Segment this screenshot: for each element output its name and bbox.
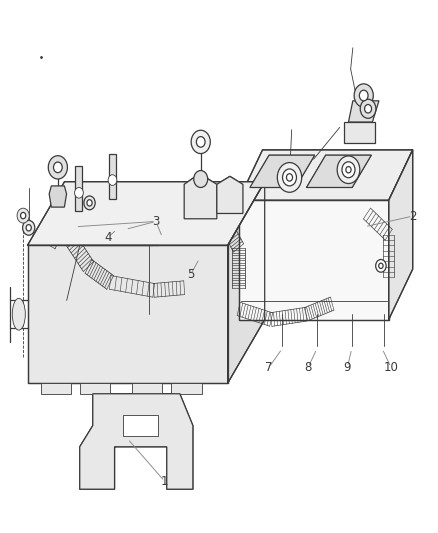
Polygon shape: [49, 186, 67, 207]
Circle shape: [21, 213, 26, 219]
Circle shape: [191, 130, 210, 154]
Circle shape: [74, 188, 83, 198]
Circle shape: [194, 171, 208, 188]
Polygon shape: [41, 383, 71, 394]
Circle shape: [364, 104, 371, 113]
Text: 8: 8: [304, 361, 312, 374]
Circle shape: [84, 196, 95, 210]
Text: 10: 10: [384, 361, 398, 374]
Text: 1: 1: [161, 475, 168, 488]
Text: 3: 3: [152, 215, 159, 228]
Polygon shape: [80, 394, 193, 489]
Polygon shape: [75, 166, 82, 212]
Polygon shape: [184, 174, 217, 219]
Circle shape: [379, 263, 383, 269]
Circle shape: [376, 260, 386, 272]
Circle shape: [26, 224, 31, 231]
Circle shape: [277, 163, 302, 192]
Circle shape: [359, 90, 368, 101]
Circle shape: [17, 208, 29, 223]
Polygon shape: [171, 383, 201, 394]
Polygon shape: [80, 383, 110, 394]
Text: 2: 2: [409, 209, 417, 223]
Polygon shape: [28, 245, 228, 383]
Polygon shape: [389, 150, 413, 319]
Text: 5: 5: [187, 268, 194, 281]
Circle shape: [48, 156, 67, 179]
Circle shape: [23, 220, 35, 235]
Circle shape: [87, 200, 92, 206]
Circle shape: [337, 156, 360, 183]
Text: 9: 9: [344, 361, 351, 374]
Polygon shape: [228, 182, 265, 383]
Polygon shape: [132, 383, 162, 394]
Circle shape: [53, 162, 62, 173]
Polygon shape: [239, 150, 413, 200]
Circle shape: [342, 162, 355, 177]
Text: 7: 7: [265, 361, 273, 374]
Polygon shape: [109, 154, 116, 199]
Circle shape: [196, 136, 205, 147]
Polygon shape: [217, 176, 243, 214]
Circle shape: [108, 175, 117, 185]
Polygon shape: [349, 101, 379, 122]
Text: 4: 4: [104, 231, 112, 244]
Polygon shape: [250, 155, 315, 188]
Circle shape: [354, 84, 373, 107]
Circle shape: [286, 174, 293, 181]
Polygon shape: [123, 415, 158, 436]
Polygon shape: [28, 182, 265, 245]
Polygon shape: [344, 122, 374, 143]
Ellipse shape: [12, 298, 25, 330]
Polygon shape: [307, 155, 371, 188]
Circle shape: [283, 169, 297, 186]
Circle shape: [346, 166, 351, 173]
Circle shape: [360, 99, 376, 118]
Polygon shape: [239, 200, 389, 319]
